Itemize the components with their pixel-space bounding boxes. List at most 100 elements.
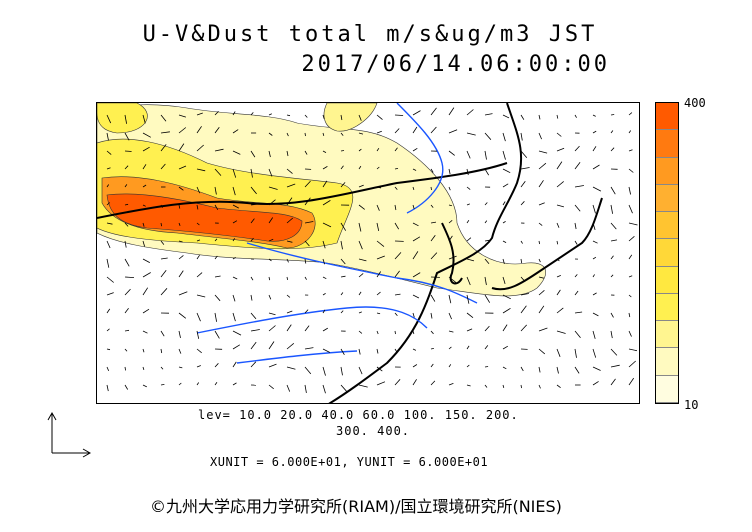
wind-arrow bbox=[556, 181, 564, 188]
wind-arrow bbox=[376, 222, 380, 231]
wind-arrow bbox=[106, 114, 112, 124]
wind-arrow bbox=[322, 276, 327, 280]
wind-arrow bbox=[142, 164, 147, 170]
wind-arrow bbox=[196, 312, 201, 322]
wind-arrow bbox=[232, 294, 236, 302]
colorbar-segment bbox=[656, 266, 678, 294]
wind-arrow bbox=[214, 148, 224, 152]
wind-arrow bbox=[340, 182, 346, 188]
wind-arrow bbox=[214, 330, 220, 339]
wind-arrow bbox=[520, 114, 525, 120]
wind-arrow bbox=[178, 291, 188, 296]
wind-arrow bbox=[538, 384, 541, 389]
wind-arrow bbox=[124, 288, 131, 296]
unit-text: XUNIT = 6.000E+01, YUNIT = 6.000E+01 bbox=[210, 455, 489, 469]
wind-arrow bbox=[556, 384, 561, 389]
wind-arrow bbox=[574, 290, 579, 296]
wind-arrow bbox=[556, 366, 559, 374]
wind-arrow bbox=[232, 129, 239, 134]
wind-arrow bbox=[358, 132, 364, 135]
wind-arrow bbox=[448, 107, 455, 116]
wind-arrow bbox=[268, 113, 272, 116]
wind-arrow bbox=[592, 186, 602, 192]
wind-arrow bbox=[610, 186, 616, 195]
wind-arrow bbox=[592, 381, 599, 386]
wind-arrow bbox=[160, 366, 164, 370]
wind-arrow bbox=[268, 258, 272, 262]
wind-arrow bbox=[466, 219, 470, 224]
wind-arrow bbox=[286, 384, 291, 392]
border-china bbox=[97, 162, 508, 219]
wind-arrow bbox=[358, 114, 362, 121]
wind-arrow bbox=[160, 144, 167, 152]
wind-arrow bbox=[286, 132, 289, 137]
wind-arrow bbox=[448, 150, 455, 156]
wind-arrow bbox=[448, 255, 457, 260]
wind-arrow bbox=[592, 330, 596, 339]
wind-arrow bbox=[394, 293, 401, 296]
wind-arrow bbox=[106, 292, 114, 296]
wind-arrow bbox=[502, 324, 508, 332]
wind-arrow bbox=[358, 148, 362, 152]
wind-arrow bbox=[394, 186, 398, 190]
wind-arrow bbox=[358, 291, 362, 296]
wind-arrow bbox=[322, 150, 327, 153]
colorbar-segment bbox=[656, 239, 678, 267]
wind-arrow bbox=[628, 360, 636, 368]
wind-arrow bbox=[196, 272, 203, 278]
wind-arrow bbox=[178, 255, 184, 260]
wind-arrow bbox=[196, 294, 206, 298]
wind-arrow bbox=[268, 363, 277, 368]
wind-arrow bbox=[268, 168, 273, 177]
wind-arrow bbox=[628, 235, 635, 242]
colorbar-segment bbox=[656, 293, 678, 322]
wind-arrow bbox=[610, 114, 615, 116]
coastline-japan bbox=[491, 197, 603, 291]
river-2 bbox=[246, 242, 478, 304]
wind-arrow bbox=[628, 348, 637, 352]
river-4 bbox=[236, 350, 358, 364]
wind-arrow bbox=[376, 240, 385, 247]
wind-arrow bbox=[610, 378, 616, 386]
wind-arrow bbox=[448, 168, 451, 175]
wind-arrow bbox=[610, 147, 615, 152]
wind-arrow bbox=[214, 382, 218, 386]
wind-arrow bbox=[556, 147, 565, 152]
wind-arrow bbox=[178, 165, 187, 170]
wind-arrow bbox=[484, 258, 490, 264]
wind-arrow bbox=[340, 165, 344, 170]
wind-arrow bbox=[430, 204, 434, 208]
wind-arrow bbox=[286, 168, 293, 174]
wind-arrow bbox=[430, 235, 436, 242]
wind-arrow bbox=[232, 344, 241, 350]
wind-arrow bbox=[268, 186, 278, 190]
wind-arrow bbox=[466, 345, 470, 350]
wind-arrow bbox=[304, 180, 311, 188]
wind-arrow bbox=[502, 221, 506, 224]
wind-arrow bbox=[466, 364, 470, 368]
wind-arrow bbox=[484, 132, 492, 140]
wind-arrow bbox=[538, 222, 543, 226]
wind-arrow bbox=[412, 147, 418, 152]
wind-arrow bbox=[142, 146, 150, 152]
wind-arrow bbox=[466, 294, 470, 304]
wind-arrow bbox=[556, 132, 562, 137]
wind-arrow bbox=[592, 256, 597, 260]
wind-arrow bbox=[358, 273, 364, 278]
wind-arrow bbox=[574, 145, 580, 152]
wind-arrow bbox=[214, 255, 218, 260]
wind-arrow bbox=[376, 312, 381, 315]
wind-arrow bbox=[232, 238, 236, 242]
wind-arrow bbox=[286, 150, 289, 157]
wind-arrow bbox=[124, 150, 132, 152]
wind-arrow bbox=[628, 275, 633, 278]
wind-arrow bbox=[232, 111, 236, 116]
wind-arrow bbox=[250, 186, 257, 195]
wind-arrow bbox=[106, 308, 111, 314]
wind-arrow bbox=[610, 274, 614, 278]
wind-arrow bbox=[466, 237, 472, 242]
wind-arrow bbox=[520, 324, 527, 332]
wind-arrow bbox=[358, 184, 364, 188]
wind-arrow bbox=[628, 294, 632, 298]
wind-arrow bbox=[538, 276, 544, 279]
